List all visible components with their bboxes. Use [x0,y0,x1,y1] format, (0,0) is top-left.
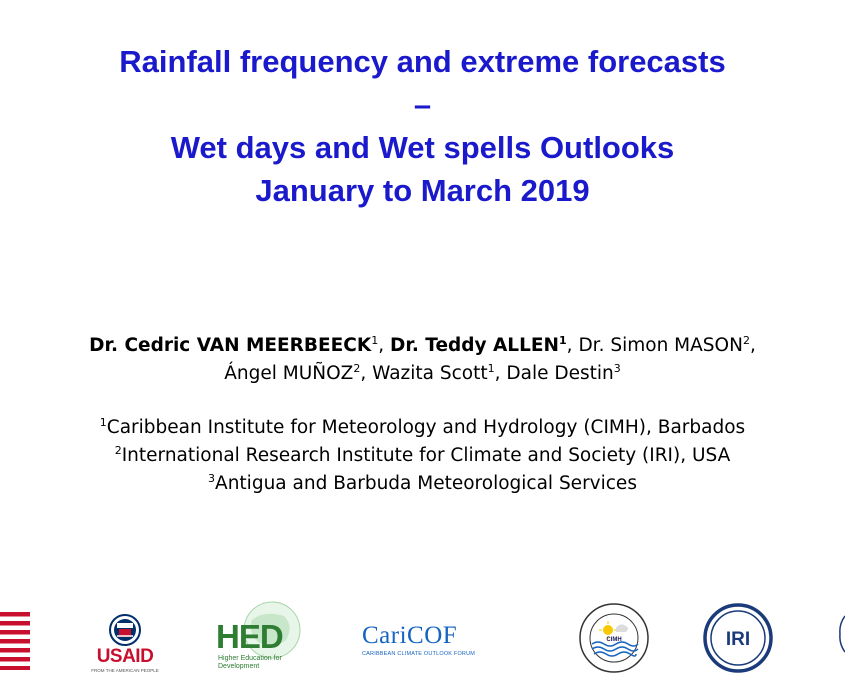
author-name: Wazita Scott [372,363,488,384]
hed-wordmark: HED [216,618,284,655]
usaid-tagline: FROM THE AMERICAN PEOPLE [91,668,159,673]
title-line-2: – [413,87,432,122]
title-line-4: January to March 2019 [255,173,590,208]
author-name: Dale Destin [506,363,614,384]
hed-tagline: Higher Education for Development [218,655,282,670]
partial-edge-logo [839,615,845,653]
hed-globe-logo [243,601,301,659]
affiliation-text: International Research Institute for Cli… [121,445,731,466]
affiliation-list: 1Caribbean Institute for Meteorology and… [0,414,845,498]
iri-label: IRI [726,629,750,650]
affiliation-number: 1 [99,415,107,429]
title-line-1: Rainfall frequency and extreme forecasts [119,44,726,79]
iri-seal-logo: IRI [703,603,773,673]
author-affil-mark: 1 [559,333,567,347]
author-name: Ángel MUÑOZ [224,363,354,384]
affiliation-item: 3Antigua and Barbuda Meteorological Serv… [0,470,845,498]
cimh-label: CIMH [606,637,621,643]
affiliation-item: 2International Research Institute for Cl… [0,442,845,470]
affiliation-item: 1Caribbean Institute for Meteorology and… [0,414,845,442]
affiliation-text: Caribbean Institute for Meteorology and … [106,417,746,438]
cimh-seal-logo: CIMH [579,603,649,673]
usaid-wordmark: USAID [86,646,164,668]
author-name: Dr. Simon MASON [578,335,743,356]
affiliation-text: Antigua and Barbuda Meteorological Servi… [215,473,637,494]
author-line-1: Dr. Cedric VAN MEERBEECK1, Dr. Teddy ALL… [89,333,756,356]
author-affil-mark: 3 [613,361,621,375]
title-line-3: Wet days and Wet spells Outlooks [170,130,675,165]
affiliation-number: 3 [208,471,216,485]
author-affil-mark: 2 [353,361,361,375]
author-line-2: Ángel MUÑOZ2, Wazita Scott1, Dale Destin… [224,361,621,384]
author-name: Dr. Teddy ALLEN [389,335,560,356]
us-flag-logo [0,610,30,670]
author-list: Dr. Cedric VAN MEERBEECK1, Dr. Teddy ALL… [0,332,845,388]
affiliation-number: 2 [114,443,122,457]
usaid-name: USAID [96,646,154,667]
author-affil-mark: 1 [371,333,379,347]
caricof-wordmark: CariCOF [362,622,458,649]
usaid-seal-logo [109,614,141,646]
author-affil-mark: 1 [487,361,495,375]
caricof-tagline: CARIBBEAN CLIMATE OUTLOOK FORUM [362,651,476,657]
author-affil-mark: 2 [742,333,750,347]
author-name: Dr. Cedric VAN MEERBEECK [89,335,372,356]
slide-title: Rainfall frequency and extreme forecasts… [0,40,845,212]
